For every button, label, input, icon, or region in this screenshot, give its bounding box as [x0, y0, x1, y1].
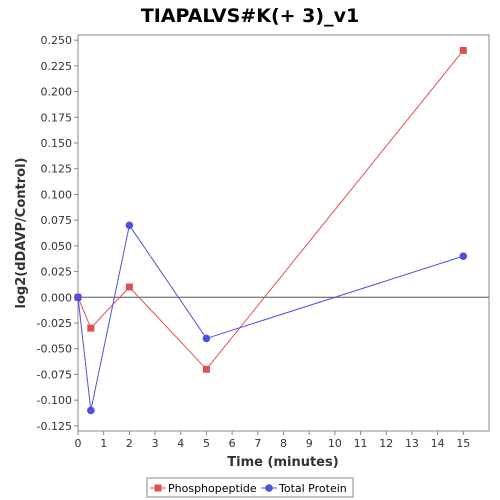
x-tick-label: 6	[229, 437, 236, 450]
x-tick-label: 11	[354, 437, 368, 450]
legend-item-phosphopeptide: Phosphopeptide	[150, 482, 257, 495]
y-tick-label: -0.125	[37, 420, 72, 433]
y-tick-label: -0.025	[37, 317, 72, 330]
y-tick-label: 0.025	[41, 266, 73, 279]
legend: Phosphopeptide Total Protein	[146, 477, 354, 498]
y-tick-label: -0.050	[37, 343, 72, 356]
data-point-total-protein	[202, 334, 211, 343]
x-tick-label: 9	[306, 437, 313, 450]
legend-item-total-protein: Total Protein	[261, 482, 347, 495]
y-tick-label: 0.225	[41, 60, 73, 73]
x-tick-label: 15	[456, 437, 470, 450]
plot-area	[77, 34, 490, 432]
y-tick-label: 0.100	[41, 188, 73, 201]
y-tick-label: 0.250	[41, 34, 73, 47]
legend-marker-phosphopeptide	[154, 484, 162, 492]
x-tick-label: 7	[254, 437, 261, 450]
data-point-phosphopeptide	[202, 365, 210, 373]
x-tick-label: 4	[177, 437, 184, 450]
x-tick-label: 8	[280, 437, 287, 450]
x-tick-label: 13	[405, 437, 419, 450]
y-tick-label: 0.050	[41, 240, 73, 253]
x-tick-label: 2	[126, 437, 133, 450]
data-point-phosphopeptide	[87, 324, 95, 332]
data-point-total-protein	[87, 406, 95, 415]
y-tick-label: 0.125	[41, 163, 73, 176]
y-tick-label: -0.100	[37, 394, 72, 407]
data-point-total-protein	[74, 293, 82, 302]
x-axis: 0 1 2 3 4 5 6 7 8 9 10 11 12 13 14 15	[75, 431, 470, 450]
series-total-protein	[74, 221, 468, 415]
chart-title: TIAPALVS#K(+ 3)_v1	[141, 5, 359, 27]
y-axis-label: log2(dDAVP/Control)	[14, 158, 29, 309]
data-point-phosphopeptide	[125, 283, 133, 291]
x-tick-label: 3	[152, 437, 159, 450]
legend-box	[146, 477, 354, 498]
x-tick-label: 12	[379, 437, 393, 450]
data-point-total-protein	[125, 221, 134, 230]
y-tick-label: 0.150	[41, 137, 73, 150]
data-point-phosphopeptide	[459, 46, 467, 54]
legend-label-phosphopeptide: Phosphopeptide	[168, 482, 257, 495]
x-tick-label: 14	[431, 437, 445, 450]
y-tick-label: -0.075	[37, 368, 72, 381]
y-tick-label: 0.000	[41, 291, 73, 304]
x-tick-label: 1	[100, 437, 107, 450]
x-axis-label: Time (minutes)	[227, 455, 338, 470]
y-tick-label: 0.175	[41, 111, 73, 124]
y-axis: -0.125 -0.100 -0.075 -0.050 -0.025 0.000 0.025…	[37, 34, 78, 433]
x-tick-label: 5	[203, 437, 210, 450]
series-layer	[74, 46, 468, 415]
y-tick-label: 0.075	[41, 214, 73, 227]
legend-marker-total-protein	[265, 484, 273, 492]
x-tick-label: 0	[75, 437, 82, 450]
legend-label-total-protein: Total Protein	[278, 482, 347, 495]
data-point-total-protein	[459, 252, 468, 260]
x-tick-label: 10	[328, 437, 342, 450]
y-tick-label: 0.200	[41, 86, 73, 99]
